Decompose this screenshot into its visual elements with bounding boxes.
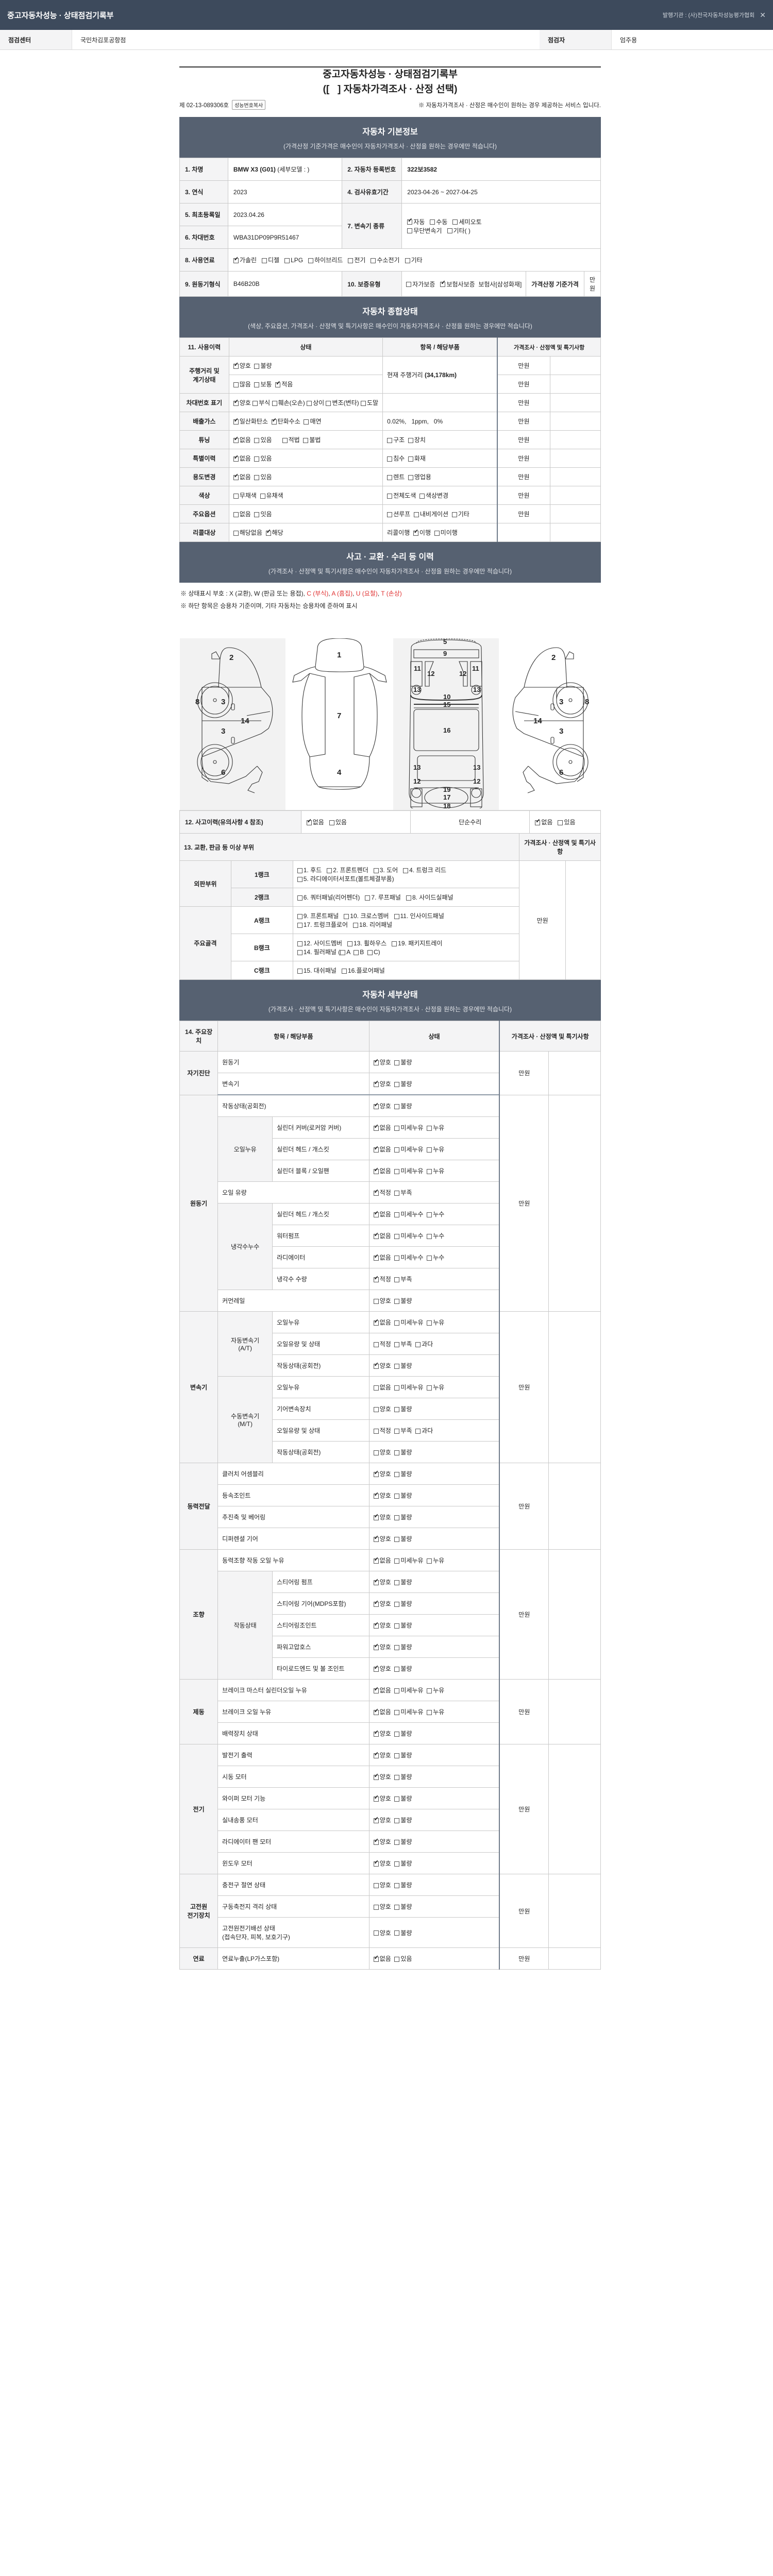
svg-text:12: 12: [459, 670, 466, 677]
svg-text:3: 3: [559, 698, 563, 706]
svg-text:13: 13: [473, 764, 480, 771]
svg-text:13: 13: [413, 686, 421, 693]
svg-text:2: 2: [229, 653, 233, 662]
svg-text:4: 4: [337, 768, 342, 777]
svg-text:5: 5: [443, 638, 447, 646]
svg-text:9: 9: [443, 650, 447, 657]
svg-text:14: 14: [241, 717, 249, 725]
svg-text:18: 18: [443, 802, 450, 808]
svg-text:7: 7: [337, 711, 341, 720]
svg-text:6: 6: [559, 768, 563, 777]
svg-text:12: 12: [413, 777, 421, 785]
svg-text:3: 3: [559, 727, 563, 736]
svg-text:13: 13: [473, 686, 480, 693]
svg-text:19: 19: [443, 786, 450, 793]
svg-text:16: 16: [443, 726, 450, 734]
svg-text:14: 14: [533, 717, 542, 725]
svg-text:3: 3: [221, 698, 225, 706]
svg-text:13: 13: [413, 764, 421, 771]
svg-text:1: 1: [337, 651, 341, 659]
svg-text:8: 8: [195, 698, 199, 706]
svg-text:3: 3: [221, 727, 225, 736]
svg-text:15: 15: [443, 701, 450, 708]
svg-text:12: 12: [473, 777, 480, 785]
svg-text:11: 11: [472, 665, 479, 672]
svg-text:6: 6: [221, 768, 225, 777]
svg-text:12: 12: [427, 670, 434, 677]
svg-text:17: 17: [443, 793, 450, 801]
svg-text:11: 11: [414, 665, 421, 672]
svg-text:8: 8: [585, 698, 589, 706]
svg-text:10: 10: [443, 693, 450, 701]
svg-text:2: 2: [551, 653, 556, 662]
